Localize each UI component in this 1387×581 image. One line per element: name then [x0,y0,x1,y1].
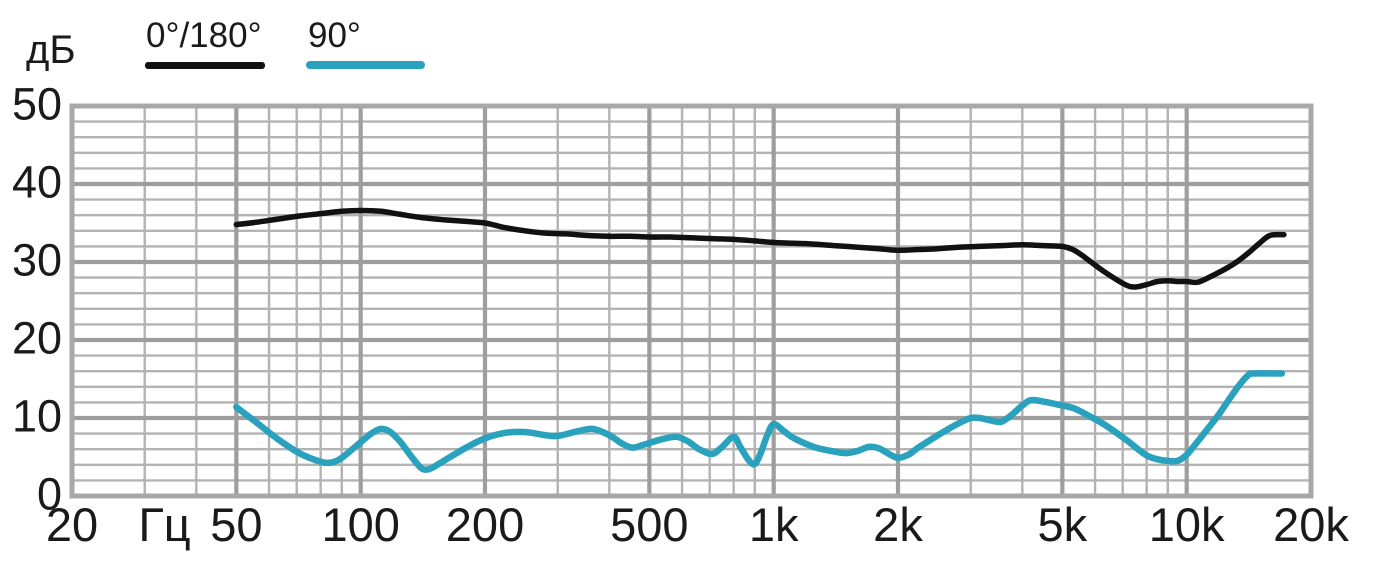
legend-swatch-90-line [306,61,425,69]
y-tick-40: 40 [11,156,62,208]
x-tick-100: 100 [321,498,400,551]
x-tick-1k: 1k [748,498,799,551]
x-tick-200: 200 [445,498,525,551]
y-axis-unit-label: дБ [26,28,76,72]
curve-0-180 [233,207,1287,290]
x-tick-500: 500 [610,498,689,551]
x-tick-50: 50 [210,498,263,551]
x-tick-10k: 10k [1148,498,1225,551]
x-tick-20k: 20k [1273,498,1349,551]
x-tick-20: 20 [45,498,99,551]
x-tick-2k: 2k [873,498,923,551]
curve-90 [233,370,1286,473]
x-tick-5k: 5k [1037,498,1088,551]
y-tick-50: 50 [11,78,62,130]
x-axis-unit-label: Гц [138,498,191,551]
plot-border [69,103,1314,499]
y-tick-20: 20 [11,312,62,364]
legend-label-90: 90° [308,16,361,55]
legend-swatch-0-180-line [145,62,265,69]
y-tick-0: 0 [36,468,62,520]
y-tick-30: 30 [11,234,62,286]
y-tick-10: 10 [11,390,62,442]
legend-label-0-180: 0°/180° [146,16,262,55]
